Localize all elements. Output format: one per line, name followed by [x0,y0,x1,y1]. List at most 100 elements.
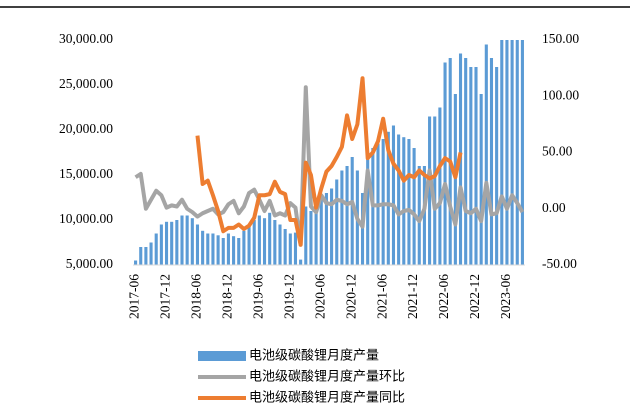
y2-tick-label: 50.00 [542,144,573,159]
bar [402,137,406,265]
bar [144,247,148,265]
y2-tick-label: 150.00 [542,31,579,46]
y2-tick-label: 0.00 [542,200,566,215]
bar [381,139,385,265]
bar [489,58,494,265]
bar [474,67,478,265]
bar [479,94,483,265]
y-tick-label: 10,000.00 [59,211,113,226]
x-tick-label: 2017-12 [158,274,173,319]
bar [345,166,349,265]
x-tick-label: 2020-12 [343,274,358,319]
bar [335,179,339,265]
bar [360,193,365,265]
bar [237,238,241,265]
bar [407,139,411,265]
bar [469,67,473,265]
bar [211,233,215,265]
x-tick-label: 2021-06 [374,274,389,319]
legend-label: 电池级碳酸锂月度产量同比 [249,390,405,404]
x-tick-label: 2019-12 [281,274,296,319]
x-tick-label: 2022-12 [467,274,482,319]
x-tick-label: 2018-12 [220,274,235,319]
bar [170,221,174,265]
bar [226,233,230,265]
bar [428,116,432,265]
bar [206,233,210,265]
bar [510,40,514,265]
bar [443,62,447,265]
bar [309,211,313,265]
bar [484,44,488,265]
bar [149,242,153,265]
bar [185,215,189,265]
x-tick-label: 2023-06 [498,274,513,319]
bar [283,229,287,265]
bar [195,224,200,265]
y-tick-label: 20,000.00 [59,121,113,136]
line-series [195,76,463,247]
x-tick-label: 2017-06 [127,274,142,319]
y-tick-label: 15,000.00 [59,166,113,181]
y2-tick-label: 100.00 [542,87,579,102]
bar [453,94,457,265]
bar [495,67,499,265]
bar [201,230,205,265]
x-tick-label: 2018-06 [189,274,204,319]
bar [288,233,292,265]
bar [330,188,334,265]
bar [304,206,308,265]
legend-swatch [198,351,246,361]
bar [464,58,468,265]
x-tick-label: 2020-06 [312,274,327,319]
bar [515,40,519,265]
bar [232,236,236,265]
bar [314,211,318,265]
bar [391,125,396,265]
bar [366,152,370,265]
bar [247,224,251,265]
legend-label: 电池级碳酸锂月度产量 [249,348,379,364]
bar [221,238,225,265]
line-series [134,85,525,247]
bar [386,131,390,265]
bar [350,157,354,265]
bar [262,218,267,265]
bar [412,148,416,265]
bar [257,215,261,265]
y2-tick-label: -50.00 [542,256,577,271]
bar [273,220,277,265]
bar [422,166,426,265]
bar [159,224,163,265]
x-tick-label: 2021-12 [405,274,420,319]
bar [293,232,298,265]
bar [505,40,509,265]
bar [433,116,437,265]
bar [139,247,143,265]
bar [242,230,246,265]
y-tick-label: 5,000.00 [66,256,114,271]
bar [252,220,256,265]
y-tick-label: 30,000.00 [59,31,113,46]
bar [340,170,344,265]
bar [175,220,179,265]
bar [500,40,504,265]
bar [397,134,401,265]
y-tick-label: 25,000.00 [59,76,113,91]
bar [324,193,328,265]
bar [319,197,323,265]
bar [417,166,421,265]
bar [190,218,194,265]
x-tick-label: 2019-06 [250,274,265,319]
bar [299,259,303,265]
bar [134,260,138,265]
bar [164,221,169,265]
bar [154,233,158,265]
legend-label: 电池级碳酸锂月度产量环比 [249,369,405,385]
bar [438,107,442,265]
x-tick-label: 2022-06 [436,274,451,319]
bar [278,224,282,265]
bar [520,40,524,265]
